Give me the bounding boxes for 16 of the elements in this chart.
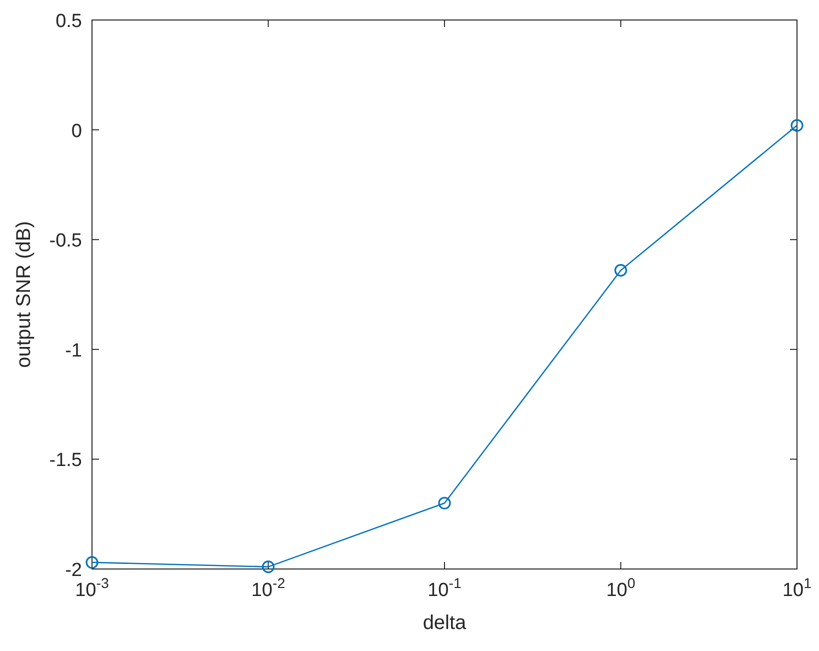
- point: [86, 556, 98, 569]
- y-axis-title: output SNR (dB): [13, 221, 35, 368]
- point: [262, 560, 275, 574]
- point: [438, 496, 451, 510]
- y-tick-label: -1: [65, 340, 82, 362]
- point: [790, 119, 804, 132]
- point: [614, 264, 628, 277]
- x-tick-label: 10$^{1}$: [782, 576, 812, 601]
- x-tick-label: 10$^{-1}$: [428, 576, 462, 601]
- y-tick-label: 0.5: [56, 11, 82, 32]
- x-tick-label: 10$^{-2}$: [251, 576, 286, 601]
- y-tick-label: -0.5: [49, 230, 82, 252]
- x-tick-label: 10$^{0}$: [606, 576, 636, 601]
- y-tick-label: -1.5: [49, 450, 82, 472]
- x-axis-title: delta: [422, 612, 468, 634]
- y-tick-label: 0: [71, 120, 82, 142]
